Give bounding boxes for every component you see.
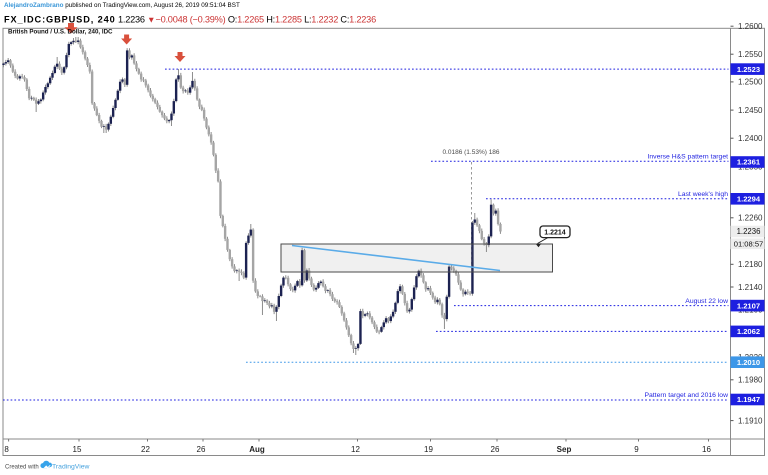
svg-text:9: 9 (634, 445, 639, 454)
svg-text:1.2450: 1.2450 (738, 106, 763, 115)
svg-text:August 22 low: August 22 low (685, 298, 728, 305)
svg-text:1.2236: 1.2236 (737, 227, 761, 236)
svg-text:1.2107: 1.2107 (737, 301, 760, 310)
svg-text:22: 22 (141, 445, 150, 454)
svg-text:1.1947: 1.1947 (737, 395, 760, 404)
svg-text:1.2260: 1.2260 (738, 214, 763, 223)
svg-text:1.2500: 1.2500 (738, 78, 763, 87)
svg-text:Aug: Aug (249, 445, 265, 454)
svg-text:TradingView: TradingView (52, 463, 89, 470)
svg-text:1.2400: 1.2400 (738, 134, 763, 143)
svg-text:1.2294: 1.2294 (737, 195, 761, 204)
svg-text:Inverse H&S pattern target: Inverse H&S pattern target (648, 153, 729, 160)
svg-text:1.1910: 1.1910 (738, 416, 763, 425)
svg-text:1.1980: 1.1980 (738, 376, 763, 385)
svg-text:1.2214: 1.2214 (544, 230, 566, 237)
svg-text:Last week's high: Last week's high (678, 191, 728, 198)
svg-text:British Pound / U.S. Dollar, 2: British Pound / U.S. Dollar, 240, IDC (8, 28, 113, 35)
svg-text:1.2550: 1.2550 (738, 50, 763, 59)
svg-text:1.2062: 1.2062 (737, 327, 760, 336)
svg-text:1.2600: 1.2600 (738, 22, 763, 31)
svg-text:0.0186 (1.53%) 186: 0.0186 (1.53%) 186 (442, 149, 499, 156)
svg-text:12: 12 (351, 445, 360, 454)
svg-text:19: 19 (424, 445, 433, 454)
svg-text:01:08:57: 01:08:57 (734, 240, 764, 249)
svg-text:1.2140: 1.2140 (738, 283, 763, 292)
svg-text:FX_IDC:GBPUSD, 240 1.2236 ▼−0.: FX_IDC:GBPUSD, 240 1.2236 ▼−0.0048 (−0.3… (4, 14, 376, 24)
svg-text:Created with: Created with (5, 464, 39, 470)
svg-text:Pattern target and 2016 low: Pattern target and 2016 low (644, 392, 728, 399)
svg-text:26: 26 (491, 445, 500, 454)
svg-text:1.2361: 1.2361 (737, 158, 761, 167)
svg-text:26: 26 (197, 445, 206, 454)
svg-text:1.2180: 1.2180 (738, 260, 763, 269)
svg-text:15: 15 (73, 445, 82, 454)
svg-text:8: 8 (4, 445, 9, 454)
svg-text:AlejandroZambrano published on: AlejandroZambrano published on TradingVi… (4, 2, 240, 9)
svg-text:1.2010: 1.2010 (737, 358, 760, 367)
svg-text:1.2523: 1.2523 (737, 65, 760, 74)
svg-text:Sep: Sep (557, 445, 572, 454)
svg-text:16: 16 (702, 445, 711, 454)
